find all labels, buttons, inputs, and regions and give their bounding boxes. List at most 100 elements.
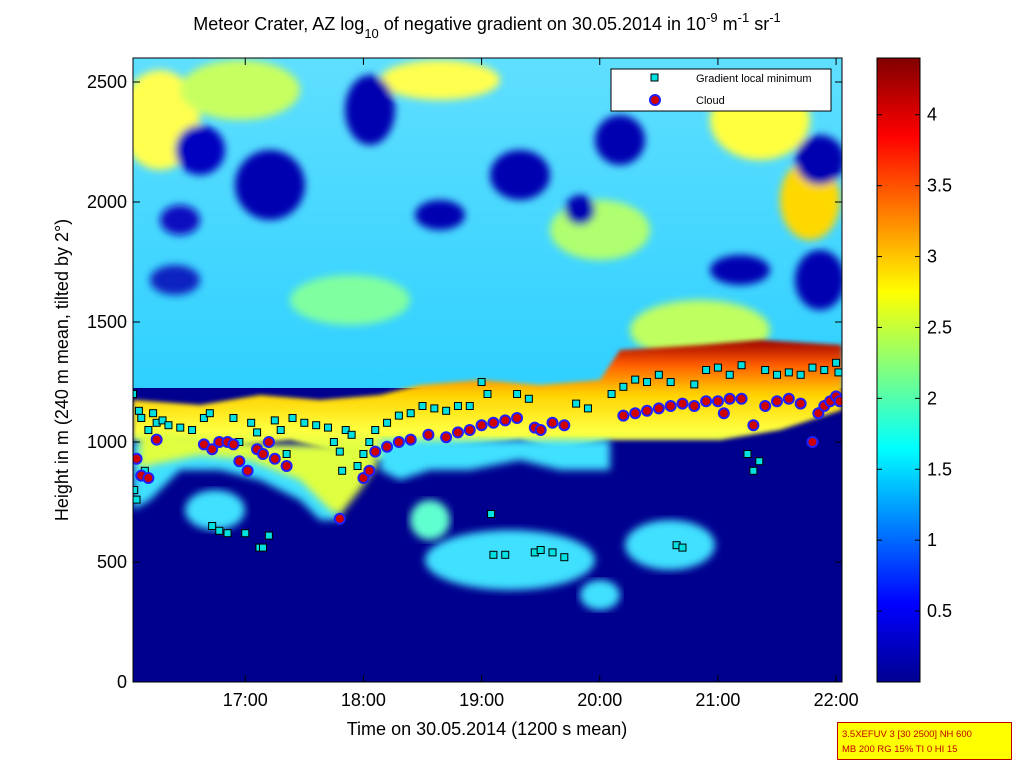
heatmap-field	[133, 58, 842, 682]
gradient-minimum-point	[572, 399, 581, 408]
x-tick-label: 20:00	[577, 690, 622, 710]
heatmap-low-patch-3	[410, 500, 450, 540]
legend-square-icon	[650, 73, 659, 82]
gradient-minimum-point	[208, 522, 217, 530]
y-axis: 0 500 1000 1500 2000 2500	[87, 72, 842, 692]
cloud-point	[256, 448, 269, 460]
cloud-point	[227, 438, 240, 451]
legend-circle-icon	[649, 94, 661, 106]
colorbar-ticks: 0.5 1 1.5 2 2.5 3 3.5 4	[877, 105, 952, 621]
gradient-minimum-point	[282, 450, 291, 458]
cloud-point	[333, 512, 346, 525]
colorbar-tick-label: 1.5	[927, 459, 952, 479]
cloud-point	[652, 402, 665, 415]
gradient-minimum-point	[820, 366, 829, 374]
cloud-point	[241, 464, 254, 477]
gradient-minimum-point	[536, 546, 545, 554]
heatmap-low-patch-2	[625, 520, 715, 570]
cloud-point	[262, 436, 275, 448]
info-line-1: 3.5XEFUV 3 [30 2500] NH 600	[842, 729, 972, 740]
cloud-point	[487, 416, 500, 429]
gradient-minimum-point	[365, 438, 374, 446]
x-tick-label: 18:00	[341, 690, 386, 710]
gradient-minimum-point	[442, 406, 451, 415]
cloud-point	[363, 464, 376, 477]
gradient-minimum-point	[247, 418, 256, 427]
gradient-minimum-point	[483, 390, 492, 398]
gradient-minimum-point	[678, 543, 687, 552]
gradient-minimum-point	[560, 553, 569, 562]
gradient-minimum-point	[808, 363, 817, 372]
gradient-minimum-point	[176, 423, 185, 432]
cloud-point	[641, 404, 654, 417]
colorbar-tick-label: 3.5	[927, 176, 952, 196]
cloud-point	[782, 392, 795, 405]
gradient-minimum-point	[487, 510, 496, 518]
gradient-minimum-point	[418, 402, 427, 410]
info-box: 3.5XEFUV 3 [30 2500] NH 600 MB 200 RG 15…	[837, 722, 1012, 760]
gradient-minimum-point	[329, 438, 338, 446]
chart-title: Meteor Crater, AZ log10 of negative grad…	[193, 10, 781, 41]
x-axis: 17:00 18:00 19:00 20:00 21:00 22:00	[223, 58, 859, 710]
gradient-minimum-point	[133, 486, 139, 494]
gradient-minimum-point	[158, 416, 167, 425]
gradient-minimum-point	[755, 457, 764, 466]
gradient-minimum-point	[643, 378, 652, 386]
cloud-point	[422, 428, 435, 441]
gradient-minimum-point	[341, 426, 350, 434]
cloud-point	[617, 409, 630, 422]
gradient-minimum-point	[229, 414, 238, 422]
gradient-minimum-point	[834, 368, 842, 377]
gradient-minimum-point	[453, 402, 462, 410]
gradient-minimum-point	[743, 450, 752, 458]
cloud-point	[676, 397, 689, 410]
colorbar-tick-label: 2	[927, 388, 937, 408]
cloud-point	[381, 440, 394, 453]
legend-box	[610, 68, 832, 112]
heatmap-low-patch-1	[425, 530, 595, 590]
gradient-minimum-point	[300, 418, 309, 427]
cloud-point	[440, 431, 453, 444]
title-sup-1: -9	[706, 10, 718, 25]
legend-label-cloud: Cloud	[696, 95, 725, 107]
gradient-minimum-point	[796, 370, 805, 379]
cloud-point	[558, 419, 571, 432]
cloud-point	[771, 395, 784, 408]
gradient-minimum-point	[359, 450, 368, 458]
legend: Gradient local minimum Cloud	[610, 68, 832, 112]
gradient-minimum-point	[548, 548, 557, 557]
info-line-2: MB 200 RG 15% TI 0 HI 15	[842, 744, 958, 755]
gradient-minimum-point	[513, 390, 522, 398]
gradient-minimum-point	[619, 382, 628, 391]
gradient-minimum-point	[654, 370, 663, 379]
cloud-point	[806, 436, 819, 448]
cloud-point	[794, 397, 807, 410]
y-tick-label: 1500	[87, 312, 127, 332]
gradient-minimum-point	[489, 550, 498, 559]
y-tick-label: 0	[117, 672, 127, 692]
heatmap-lower-yellow	[140, 430, 380, 515]
plot-frame	[132, 57, 843, 683]
gradient-minimum-point	[288, 414, 297, 422]
cloud-point	[700, 395, 713, 408]
title-part-1: Meteor Crater, AZ log	[193, 14, 364, 34]
cloud-point	[664, 400, 677, 412]
title-part-sr: sr	[749, 14, 769, 34]
gradient-minimum-point	[137, 414, 146, 422]
cloud-point	[233, 455, 246, 468]
cloud-point	[747, 419, 760, 432]
cloud-point	[759, 400, 772, 412]
gradient-minimum-point	[583, 404, 592, 413]
gradient-minimum-point	[133, 495, 141, 504]
scatter-series	[133, 358, 842, 562]
gradient-minimum-point	[383, 418, 392, 427]
gradient-minimum-point	[253, 428, 262, 437]
gradient-minimum-point	[205, 409, 214, 418]
gradient-minimum-point	[335, 447, 344, 456]
cloud-point	[723, 392, 736, 405]
gradient-minimum-point	[188, 426, 197, 434]
title-sub-10: 10	[364, 26, 378, 41]
cloud-point	[463, 424, 476, 436]
cloud-point	[499, 414, 512, 427]
gradient-minimum-point	[323, 423, 332, 432]
